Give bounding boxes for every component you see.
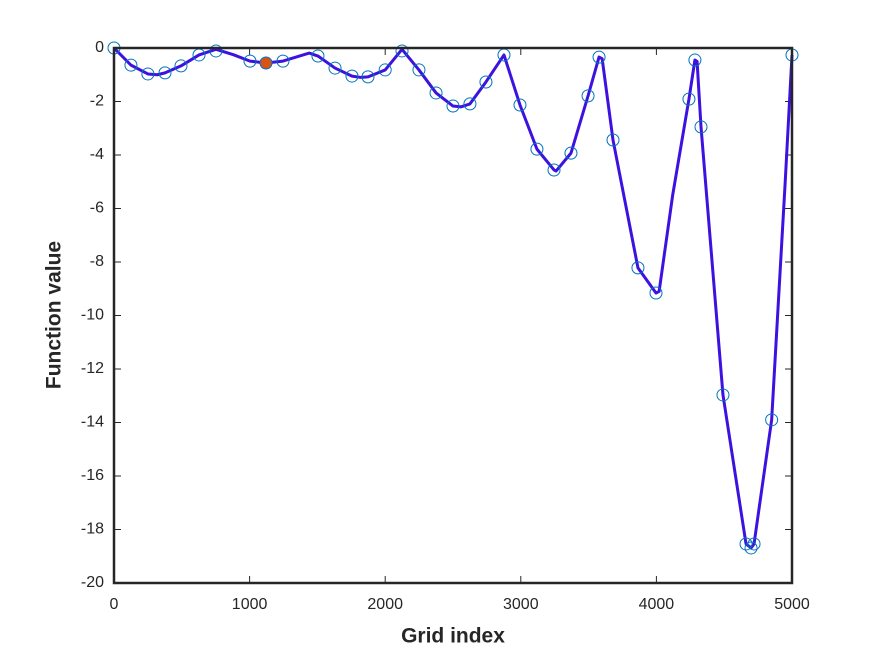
sample-point [581, 89, 595, 103]
sample-point [361, 70, 375, 84]
sample-point [446, 99, 460, 113]
x-tick-label: 3000 [503, 596, 539, 613]
sample-point [328, 61, 342, 75]
x-tick-label: 5000 [774, 596, 810, 613]
x-tick-label: 4000 [639, 596, 675, 613]
sample-point [276, 54, 290, 68]
sample-point [174, 59, 188, 73]
sample-point [765, 413, 779, 427]
y-tick-label: -10 [81, 307, 104, 324]
sample-point [378, 63, 392, 77]
x-tick-label: 0 [110, 596, 119, 613]
y-tick-label: -20 [81, 574, 104, 591]
sample-point [209, 44, 223, 58]
y-tick-label: -4 [90, 146, 104, 163]
sample-point [429, 86, 443, 100]
sample-point [592, 50, 606, 64]
y-axis-label: Function value [43, 241, 66, 389]
sample-point [694, 120, 708, 134]
sample-point [530, 142, 544, 156]
sample-point [716, 388, 730, 402]
plot-area [114, 48, 792, 583]
x-axis-label: Grid index [401, 625, 505, 648]
y-tick-label: -18 [81, 521, 104, 538]
y-tick-label: -2 [90, 93, 104, 110]
sample-point [513, 98, 527, 112]
x-tick-label: 1000 [232, 596, 268, 613]
y-tick-label: 0 [95, 39, 104, 56]
sample-point [463, 97, 477, 111]
sample-point [479, 75, 493, 89]
y-tick-label: -16 [81, 467, 104, 484]
sample-point [158, 66, 172, 80]
sample-point [243, 54, 257, 68]
sample-point [739, 537, 753, 551]
x-tick-label: 2000 [367, 596, 403, 613]
y-tick-label: -6 [90, 200, 104, 217]
sample-point [345, 69, 359, 83]
sample-point [747, 537, 761, 551]
sample-point [395, 44, 409, 58]
sample-point [412, 63, 426, 77]
sample-point [688, 53, 702, 67]
sample-point [547, 163, 561, 177]
sample-point [124, 58, 138, 72]
sample-point [311, 49, 325, 63]
sample-point [606, 133, 620, 147]
sample-point [631, 261, 645, 275]
y-tick-label: -12 [81, 360, 104, 377]
data-line [112, 46, 794, 550]
sample-point [649, 286, 663, 300]
sample-point [141, 67, 155, 81]
sample-point [744, 541, 758, 555]
axes-box [112, 46, 794, 585]
sample-point [682, 92, 696, 106]
y-tick-label: -8 [90, 253, 104, 270]
sample-point [564, 146, 578, 160]
y-tick-label: -14 [81, 414, 104, 431]
highlight-point [259, 56, 273, 70]
